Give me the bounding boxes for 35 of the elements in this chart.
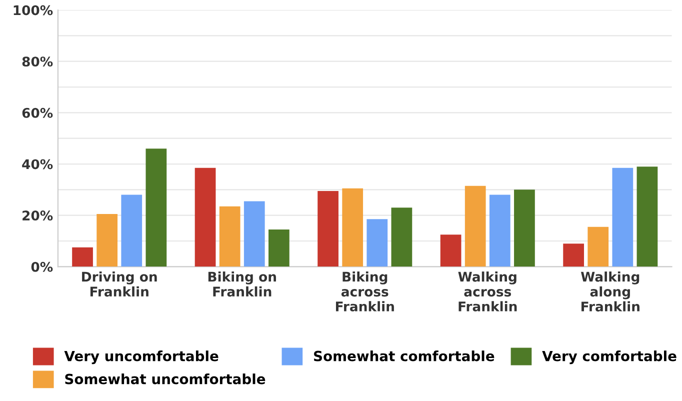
legend-label: Somewhat comfortable bbox=[314, 350, 494, 362]
bar bbox=[489, 194, 510, 267]
bar bbox=[514, 190, 535, 267]
bar bbox=[464, 186, 486, 267]
legend-label: Somewhat uncomfortable bbox=[65, 374, 266, 384]
bar bbox=[121, 194, 142, 267]
bar bbox=[612, 168, 634, 267]
bar bbox=[96, 214, 118, 267]
y-tick-label: 100% bbox=[14, 5, 53, 16]
bar bbox=[146, 148, 167, 267]
bar bbox=[194, 168, 216, 267]
bar bbox=[244, 201, 265, 267]
bar bbox=[366, 219, 388, 267]
y-tick-label: 20% bbox=[22, 210, 53, 221]
legend-label: Very comfortable bbox=[542, 350, 676, 364]
x-tick-label: Walking along Franklin bbox=[580, 272, 640, 312]
y-tick-label: 40% bbox=[22, 159, 53, 170]
bar bbox=[268, 229, 290, 267]
y-tick-label: 60% bbox=[22, 108, 53, 118]
bar bbox=[440, 234, 462, 267]
x-tick-label: Driving on Franklin bbox=[82, 272, 157, 297]
bar bbox=[636, 166, 658, 267]
bar bbox=[563, 244, 584, 267]
x-tick-label: Biking across Franklin bbox=[336, 272, 394, 312]
bar bbox=[318, 190, 338, 267]
bar bbox=[588, 226, 609, 267]
legend-label: Very uncomfortable bbox=[64, 350, 218, 364]
bar bbox=[342, 188, 364, 267]
bar bbox=[72, 247, 93, 267]
bar bbox=[391, 208, 412, 267]
x-tick-label: Walking across Franklin bbox=[458, 272, 517, 312]
bar bbox=[219, 206, 240, 267]
y-tick-label: 80% bbox=[22, 56, 53, 67]
y-tick-label: 0% bbox=[31, 262, 53, 272]
x-tick-label: Biking on Franklin bbox=[208, 272, 276, 297]
